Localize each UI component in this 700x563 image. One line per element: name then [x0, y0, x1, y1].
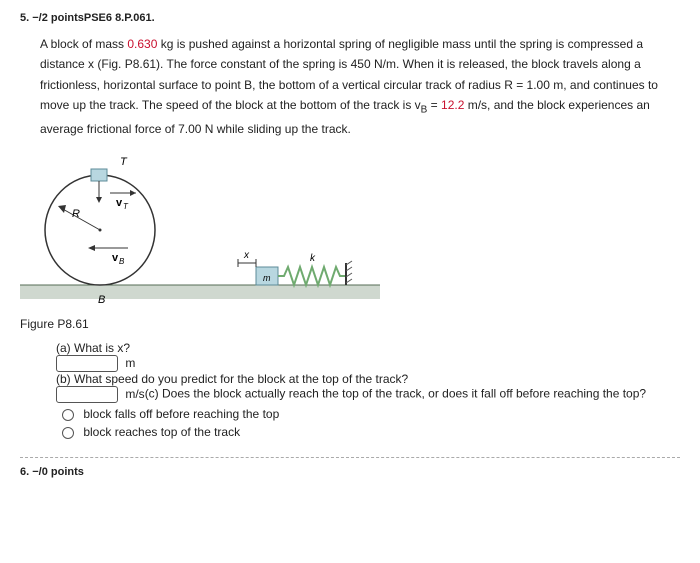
- vb-value: 12.2: [441, 98, 464, 112]
- part-b-label: (b) What speed do you predict for the bl…: [56, 372, 680, 386]
- opt2-label: block reaches top of the track: [83, 425, 240, 439]
- ground-rect: [20, 285, 380, 299]
- label-B: B: [98, 294, 105, 306]
- radius-head: [58, 205, 66, 213]
- q5-header: 5. −/2 pointsPSE6 8.P.061.: [20, 12, 680, 24]
- vb-arrow-head: [88, 245, 95, 251]
- divider: [20, 457, 680, 458]
- label-m: m: [263, 273, 271, 283]
- label-R: R: [72, 208, 80, 220]
- radio-opt2[interactable]: [62, 427, 74, 439]
- input-b[interactable]: [56, 386, 118, 403]
- radio-opt1[interactable]: [62, 409, 74, 421]
- label-x: x: [243, 250, 250, 261]
- block-top: [91, 169, 107, 181]
- spring: [278, 267, 346, 285]
- center-dot: [99, 228, 102, 231]
- figure-svg: T v T R v B B m x k: [20, 153, 380, 313]
- label-vb-sub: B: [119, 257, 125, 266]
- label-vb: v: [112, 252, 119, 264]
- top-down-head: [96, 197, 102, 203]
- part-a-label: (a) What is x?: [56, 341, 680, 355]
- vt-arrow-head: [130, 190, 136, 196]
- label-k: k: [310, 253, 316, 264]
- mass-value: 0.630: [127, 37, 157, 51]
- part-c-label: (c) Does the block actually reach the to…: [145, 387, 646, 401]
- label-vt: v: [116, 197, 123, 209]
- radius-line: [61, 208, 100, 230]
- label-T: T: [120, 156, 128, 168]
- q5-body: A block of mass 0.630 kg is pushed again…: [40, 34, 680, 139]
- unit-b: m/s: [125, 387, 144, 401]
- text-1a: A block of mass: [40, 37, 127, 51]
- input-a[interactable]: [56, 355, 118, 372]
- q6-header: 6. −/0 points: [20, 466, 680, 478]
- figure-label: Figure P8.61: [20, 317, 680, 331]
- question-parts: (a) What is x? m (b) What speed do you p…: [56, 341, 680, 439]
- text-1c: =: [427, 98, 441, 112]
- label-vt-sub: T: [123, 202, 129, 211]
- figure-p861: T v T R v B B m x k: [20, 153, 680, 331]
- unit-a: m: [125, 356, 135, 370]
- opt1-label: block falls off before reaching the top: [83, 407, 279, 421]
